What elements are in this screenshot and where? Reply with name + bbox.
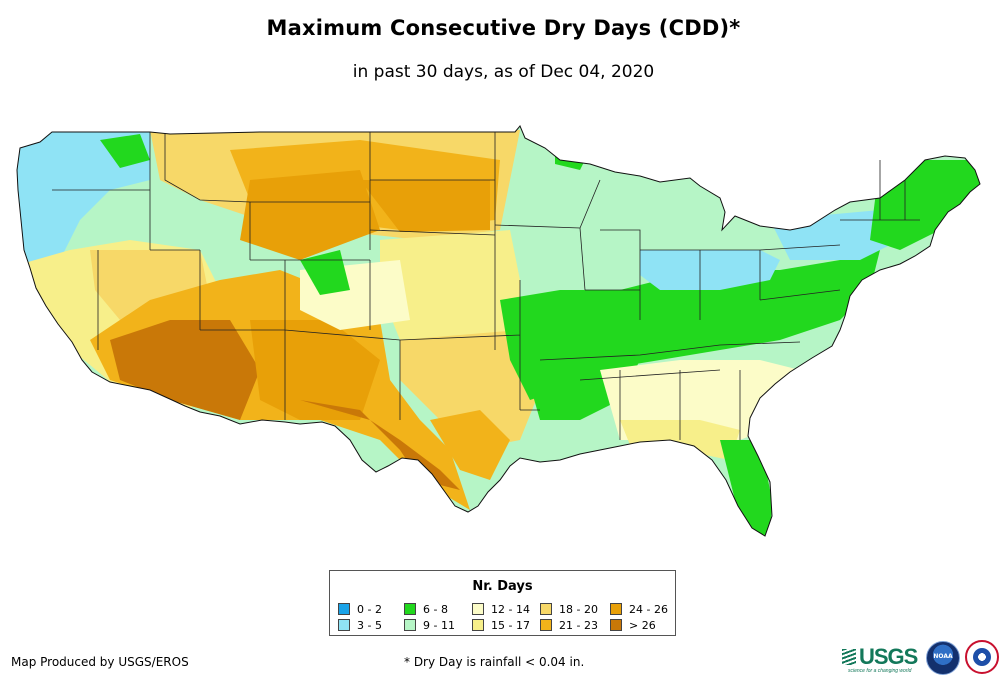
legend-grid: 0 - 2 3 - 5 6 - 8 9 - 11 12 - 14 15 - 17… <box>338 601 676 633</box>
legend-swatch <box>472 603 484 615</box>
usgs-tagline: science for a changing world <box>848 668 912 674</box>
legend-swatch <box>404 619 416 631</box>
legend-item-over-26: > 26 <box>610 617 676 633</box>
legend-label: 0 - 2 <box>357 602 382 616</box>
map-title: Maximum Consecutive Dry Days (CDD)* <box>266 16 741 40</box>
legend-label: 12 - 14 <box>491 602 530 616</box>
agency-logos: USGS science for a changing world NOAA <box>842 638 1002 678</box>
noaa-logo-text: NOAA <box>933 653 953 660</box>
legend: Nr. Days 0 - 2 3 - 5 6 - 8 9 - 11 12 - 1… <box>329 570 676 636</box>
map-credit: Map Produced by USGS/EROS <box>11 655 189 669</box>
usgs-wave-icon <box>842 649 856 665</box>
legend-item-12-14: 12 - 14 <box>472 601 540 617</box>
usgs-logo: USGS science for a changing world <box>842 644 918 674</box>
legend-item-18-20: 18 - 20 <box>540 601 610 617</box>
state-borders <box>16 125 981 537</box>
legend-swatch <box>540 619 552 631</box>
legend-item-3-5: 3 - 5 <box>338 617 404 633</box>
usgs-logo-text: USGS <box>859 644 918 669</box>
cdd-raster <box>17 126 980 536</box>
legend-item-0-2: 0 - 2 <box>338 601 404 617</box>
legend-swatch <box>338 603 350 615</box>
conus-cdd-map <box>16 125 981 537</box>
legend-label: 24 - 26 <box>629 602 668 616</box>
legend-label: 21 - 23 <box>559 618 598 632</box>
legend-swatch <box>338 619 350 631</box>
legend-label: 18 - 20 <box>559 602 598 616</box>
legend-label: > 26 <box>629 618 656 632</box>
legend-title: Nr. Days <box>472 579 533 594</box>
legend-item-15-17: 15 - 17 <box>472 617 540 633</box>
legend-label: 3 - 5 <box>357 618 382 632</box>
legend-swatch <box>540 603 552 615</box>
legend-item-9-11: 9 - 11 <box>404 617 472 633</box>
legend-item-21-23: 21 - 23 <box>540 617 610 633</box>
legend-swatch <box>472 619 484 631</box>
map-subtitle: in past 30 days, as of Dec 04, 2020 <box>352 62 655 82</box>
legend-label: 15 - 17 <box>491 618 530 632</box>
legend-swatch <box>404 603 416 615</box>
legend-item-6-8: 6 - 8 <box>404 601 472 617</box>
noaa-logo: NOAA <box>926 641 960 675</box>
legend-swatch <box>610 619 622 631</box>
legend-item-24-26: 24 - 26 <box>610 601 676 617</box>
legend-label: 6 - 8 <box>423 602 448 616</box>
dry-day-footnote: * Dry Day is rainfall < 0.04 in. <box>404 655 585 669</box>
nws-logo <box>965 640 999 674</box>
legend-swatch <box>610 603 622 615</box>
legend-label: 9 - 11 <box>423 618 455 632</box>
